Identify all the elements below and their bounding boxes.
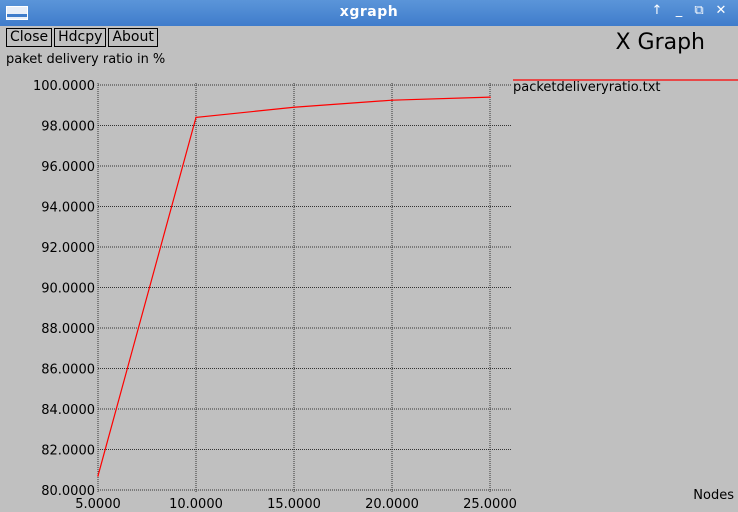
tick-labels: 80.0000 82.0000 84.0000 86.0000 88.0000 90.00… bbox=[33, 79, 517, 512]
toolbar: Close Hdcpy About bbox=[6, 28, 160, 47]
series-layer bbox=[97, 96, 491, 477]
legend-entry: packetdeliveryratio.txt bbox=[513, 80, 661, 95]
title-bar[interactable]: xgraph ↑ _ ⧉ ✕ bbox=[0, 0, 738, 26]
minimize-icon[interactable]: _ bbox=[675, 3, 683, 18]
y-axis-label: paket delivery ratio in % bbox=[6, 52, 166, 67]
data-point bbox=[391, 99, 393, 101]
y-tick-label: 84.0000 bbox=[41, 403, 95, 418]
y-tick-label: 96.0000 bbox=[41, 160, 95, 175]
about-button[interactable]: About bbox=[108, 28, 158, 47]
maximize-icon[interactable]: ⧉ bbox=[694, 3, 704, 18]
y-tick-label: 100.0000 bbox=[33, 79, 95, 94]
data-point bbox=[195, 116, 197, 119]
data-point bbox=[489, 96, 491, 98]
legend: packetdeliveryratio.txt bbox=[513, 79, 738, 95]
data-point bbox=[293, 106, 295, 109]
y-tick-label: 98.0000 bbox=[41, 120, 95, 135]
y-tick-label: 80.0000 bbox=[41, 484, 95, 499]
y-tick-label: 90.0000 bbox=[41, 282, 95, 297]
hdcpy-button[interactable]: Hdcpy bbox=[54, 28, 107, 47]
x-tick-label: 10.0000 bbox=[169, 497, 223, 512]
close-button[interactable]: Close bbox=[6, 28, 53, 47]
window-title: xgraph bbox=[339, 4, 399, 20]
data-point bbox=[97, 475, 99, 477]
x-tick-label: 5.0000 bbox=[75, 497, 121, 512]
x-tick-label: 25.0000 bbox=[463, 497, 517, 512]
y-tick-label: 86.0000 bbox=[41, 363, 95, 378]
x-axis-label: Nodes bbox=[693, 488, 734, 503]
grid bbox=[97, 83, 512, 493]
window-menu-icon[interactable] bbox=[6, 6, 28, 20]
x-tick-label: 20.0000 bbox=[365, 497, 419, 512]
y-tick-label: 94.0000 bbox=[41, 201, 95, 216]
y-tick-label: 92.0000 bbox=[41, 241, 95, 256]
app-title: X Graph bbox=[615, 30, 705, 55]
y-tick-label: 82.0000 bbox=[41, 444, 95, 459]
x-tick-label: 15.0000 bbox=[267, 497, 321, 512]
shade-up-icon[interactable]: ↑ bbox=[651, 3, 663, 18]
y-tick-label: 88.0000 bbox=[41, 322, 95, 337]
close-icon[interactable]: ✕ bbox=[715, 3, 727, 18]
